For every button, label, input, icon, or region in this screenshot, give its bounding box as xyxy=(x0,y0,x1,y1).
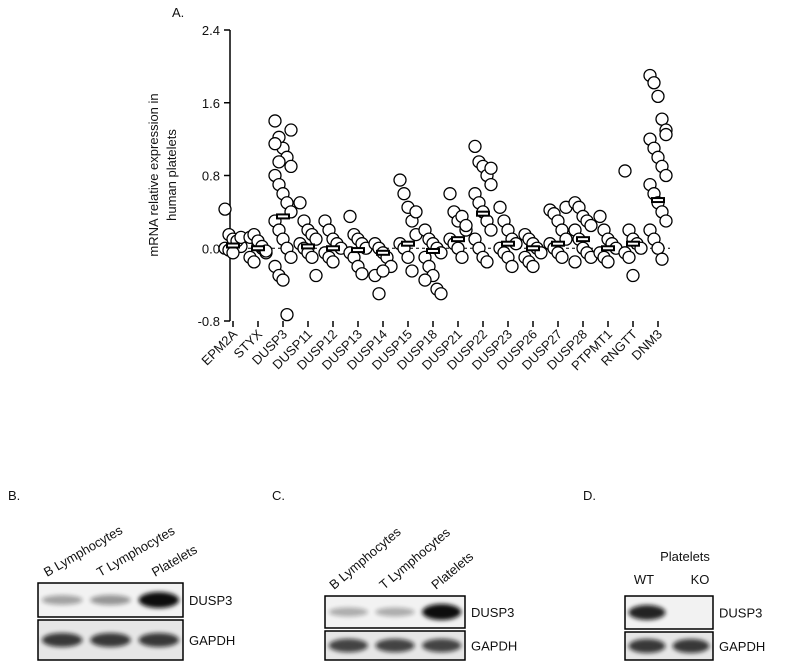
data-point xyxy=(272,155,286,169)
data-point xyxy=(355,267,369,281)
data-point xyxy=(601,255,615,269)
blot-band xyxy=(628,605,666,620)
data-point xyxy=(326,255,340,269)
blot-band xyxy=(375,607,415,617)
data-point xyxy=(284,159,298,174)
data-point xyxy=(434,287,448,301)
y-tick-label: 1.6 xyxy=(202,96,220,111)
blot-band xyxy=(628,639,666,653)
panel-label: A. xyxy=(172,5,184,20)
data-point xyxy=(455,250,469,264)
row-label: GAPDH xyxy=(189,633,235,648)
data-point xyxy=(484,177,498,192)
data-point xyxy=(568,255,582,269)
data-point xyxy=(226,246,240,260)
data-point xyxy=(659,168,673,183)
data-point xyxy=(405,264,419,278)
data-point xyxy=(647,76,661,90)
data-point xyxy=(626,268,640,283)
data-point xyxy=(393,173,407,187)
y-tick-label: 0.0 xyxy=(202,241,220,256)
data-point xyxy=(397,187,411,201)
y-axis-label: mRNA relative expression in xyxy=(146,93,161,256)
data-point xyxy=(659,127,673,142)
data-point xyxy=(526,259,540,274)
blot-band xyxy=(138,633,180,647)
panel-label: B. xyxy=(8,488,20,503)
data-point xyxy=(493,200,507,214)
data-point xyxy=(618,164,632,178)
data-point xyxy=(584,218,598,233)
blot-band xyxy=(328,638,368,653)
y-tick-label: 2.4 xyxy=(202,23,220,38)
data-point xyxy=(309,232,323,246)
row-label: DUSP3 xyxy=(471,605,514,620)
data-point xyxy=(218,202,232,216)
data-point xyxy=(593,209,607,224)
data-point xyxy=(268,114,282,128)
data-point xyxy=(284,250,298,264)
data-point xyxy=(305,250,319,264)
data-point xyxy=(655,112,669,126)
data-point xyxy=(659,214,673,228)
data-point xyxy=(468,139,482,154)
data-point xyxy=(280,307,294,322)
data-point xyxy=(309,268,323,283)
panel-label: C. xyxy=(272,488,285,503)
data-point xyxy=(651,241,665,255)
y-axis-label: human platelets xyxy=(164,129,179,221)
data-point xyxy=(418,273,432,287)
data-point xyxy=(484,161,498,175)
blot-band xyxy=(328,607,368,617)
data-point xyxy=(376,264,390,278)
blot-band xyxy=(672,639,710,653)
data-point xyxy=(622,250,636,264)
lane-group-label: Platelets xyxy=(660,549,710,564)
data-point xyxy=(284,123,298,137)
blot-band xyxy=(422,638,462,653)
lane-label: Platelets xyxy=(428,548,476,592)
data-point xyxy=(372,287,386,301)
data-point xyxy=(655,252,669,266)
data-point xyxy=(459,218,473,233)
row-label: DUSP3 xyxy=(189,593,232,608)
panel-label: D. xyxy=(583,488,596,503)
blot-band xyxy=(90,633,131,647)
blot-band xyxy=(90,595,131,605)
row-label: GAPDH xyxy=(719,639,765,654)
blot-band xyxy=(41,633,83,647)
data-point xyxy=(293,196,307,210)
y-tick-label: 0.8 xyxy=(202,169,220,184)
data-point xyxy=(247,255,261,269)
blot-band xyxy=(41,595,83,605)
data-point xyxy=(484,223,498,237)
data-point xyxy=(401,250,415,264)
row-label: GAPDH xyxy=(471,639,517,654)
blot-band xyxy=(138,592,180,608)
data-point xyxy=(409,205,423,219)
data-point xyxy=(480,255,494,269)
y-tick-label: -0.8 xyxy=(198,314,220,329)
data-point xyxy=(343,209,357,224)
lane-label: WT xyxy=(634,572,654,587)
data-point xyxy=(651,89,665,104)
lane-label: KO xyxy=(691,572,710,587)
row-label: DUSP3 xyxy=(719,606,762,621)
data-point xyxy=(443,187,457,201)
data-point xyxy=(555,250,569,264)
data-point xyxy=(268,137,282,151)
data-point xyxy=(505,259,519,274)
blot-band xyxy=(422,604,462,620)
data-point xyxy=(276,273,290,287)
blot-band xyxy=(375,638,415,653)
